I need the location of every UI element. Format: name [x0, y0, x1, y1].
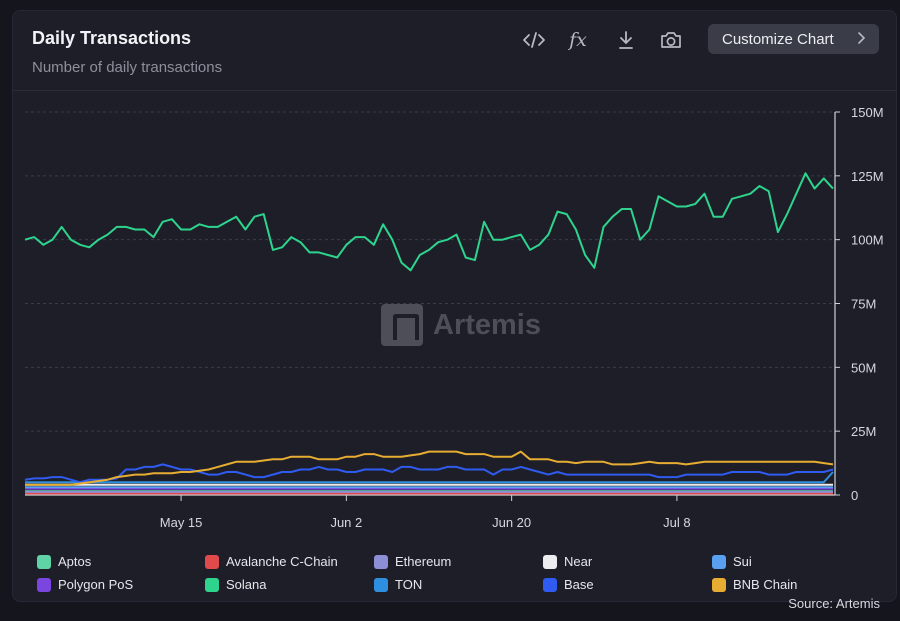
line-chart: 0 25M 50M 75M 100M 125M 150M May 15 Jun 2 Jun 20 J…: [24, 105, 884, 530]
legend-label: Ethereum: [395, 554, 452, 569]
legend-label: Solana: [226, 577, 267, 592]
x-tick-label: Jun 2: [330, 515, 362, 530]
x-tick-label: Jul 8: [663, 515, 690, 530]
legend-swatch: [205, 554, 219, 569]
legend-item-ton[interactable]: TON: [374, 577, 422, 592]
legend-label: Base: [564, 577, 594, 592]
customize-chart-button[interactable]: Customize Chart: [708, 24, 879, 54]
legend-swatch: [37, 577, 51, 592]
chart-title: Daily Transactions: [32, 28, 192, 48]
legend-swatch: [374, 577, 388, 592]
x-tick-label: Jun 20: [492, 515, 531, 530]
code-icon[interactable]: [519, 27, 549, 53]
legend-label: Near: [564, 554, 593, 569]
watermark: Artemis: [381, 304, 541, 346]
y-tick-label: 125M: [851, 169, 884, 184]
artemis-logo-icon: [381, 304, 423, 346]
y-tick-label: 25M: [851, 424, 876, 439]
x-tick-label: May 15: [160, 515, 203, 530]
camera-icon[interactable]: [656, 27, 686, 53]
chart-card: Daily Transactions Number of daily trans…: [12, 10, 897, 611]
legend-swatch: [37, 554, 51, 569]
y-tick-label: 50M: [851, 360, 876, 375]
y-tick-label: 0: [851, 488, 858, 503]
customize-chart-label: Customize Chart: [722, 30, 834, 48]
series-line-ton: [25, 471, 834, 484]
source-label: Source: Artemis: [788, 596, 880, 611]
download-icon[interactable]: [611, 27, 641, 53]
formula-icon[interactable]: fx: [569, 29, 587, 51]
chart-header: Daily Transactions Number of daily trans…: [13, 11, 896, 91]
legend-swatch: [543, 577, 557, 592]
y-tick-label: 150M: [851, 105, 884, 120]
chart-legend: Aptos Avalanche C-Chain Ethereum Near Sui Pol…: [37, 554, 897, 598]
legend-swatch: [374, 554, 388, 569]
legend-swatch: [543, 554, 557, 569]
legend-label: Avalanche C-Chain: [226, 554, 338, 569]
legend-label: TON: [395, 577, 423, 592]
legend-item-near[interactable]: Near: [543, 554, 592, 569]
chart-subtitle: Number of daily transactions: [32, 59, 223, 76]
watermark-text: Artemis: [433, 308, 541, 341]
legend-swatch: [205, 577, 219, 592]
legend-label: Aptos: [58, 554, 92, 569]
series-line-bnb-chain: [25, 450, 834, 486]
chevron-right-icon: [858, 32, 866, 44]
y-tick-label: 100M: [851, 233, 884, 248]
legend-item-solana[interactable]: Solana: [205, 577, 266, 592]
legend-swatch: [712, 554, 726, 569]
legend-item-aptos[interactable]: Aptos: [37, 554, 91, 569]
legend-item-bnb-chain[interactable]: BNB Chain: [712, 577, 797, 592]
legend-label: BNB Chain: [733, 577, 798, 592]
y-tick-label: 75M: [851, 297, 876, 312]
legend-item-ethereum[interactable]: Ethereum: [374, 554, 451, 569]
legend-item-base[interactable]: Base: [543, 577, 594, 592]
series-line-base: [24, 463, 834, 484]
legend-label: Polygon PoS: [58, 577, 134, 592]
legend-item-sui[interactable]: Sui: [712, 554, 752, 569]
legend-label: Sui: [733, 554, 752, 569]
legend-item-polygon-pos[interactable]: Polygon PoS: [37, 577, 133, 592]
legend-item-avalanche-c-chain[interactable]: Avalanche C-Chain: [205, 554, 338, 569]
legend-swatch: [712, 577, 726, 592]
series-line-solana: [24, 172, 834, 272]
